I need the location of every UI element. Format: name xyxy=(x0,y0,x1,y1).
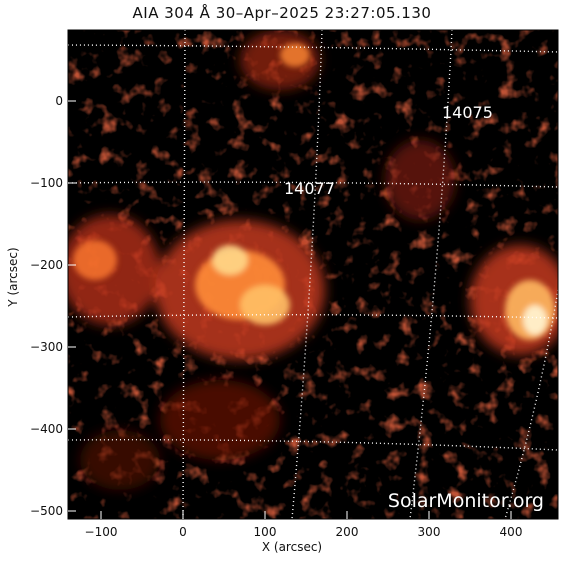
figure-title: AIA 304 Å 30–Apr–2025 23:27:05.130 xyxy=(132,4,432,22)
y-tick-labels: 0 −100 −200 −300 −400 −500 xyxy=(30,94,63,518)
x-axis-label: X (arcsec) xyxy=(261,540,323,554)
x-tick-label: 0 xyxy=(179,525,187,539)
y-tick-label: 0 xyxy=(55,94,63,108)
x-tick-label: −100 xyxy=(85,525,118,539)
x-tick-label: 400 xyxy=(500,525,523,539)
x-tick-labels: −100 0 100 200 300 400 xyxy=(85,525,523,539)
lat-lon-grid xyxy=(68,30,558,519)
region-label-14077: 14077 xyxy=(284,179,335,198)
tick-marks xyxy=(68,100,512,519)
plage-glow xyxy=(68,30,558,490)
y-tick-label: −300 xyxy=(30,340,63,354)
y-tick-label: −500 xyxy=(30,504,63,518)
x-tick-label: 200 xyxy=(336,525,359,539)
y-tick-label: −100 xyxy=(30,176,63,190)
bright-plage xyxy=(73,43,555,340)
sun-image xyxy=(68,30,558,519)
region-label-14075: 14075 xyxy=(442,103,493,122)
watermark: SolarMonitor.org xyxy=(388,490,544,512)
y-tick-label: −200 xyxy=(30,258,63,272)
plot-frame xyxy=(67,29,559,520)
x-tick-label: 300 xyxy=(418,525,441,539)
x-tick-label: 100 xyxy=(254,525,277,539)
y-tick-label: −400 xyxy=(30,422,63,436)
y-axis-label: Y (arcsec) xyxy=(6,247,20,307)
